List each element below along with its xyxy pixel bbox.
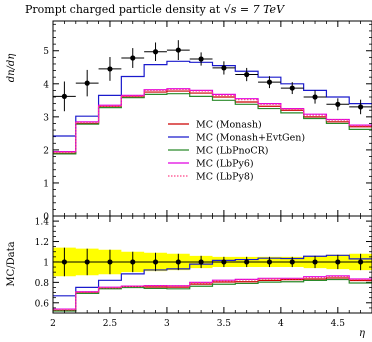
x-tick-label: 3 xyxy=(164,319,170,329)
data-point xyxy=(266,79,273,85)
data-point xyxy=(289,85,295,91)
data-point xyxy=(84,80,90,86)
ratio-y-tick-label: 0.8 xyxy=(35,279,50,289)
data-point xyxy=(61,93,67,99)
main-y-tick-label: 4 xyxy=(43,80,49,90)
mc-histogram-line xyxy=(53,88,372,153)
ratio-y-tick-label: 1.4 xyxy=(35,218,50,228)
data-point xyxy=(335,101,341,107)
data-point xyxy=(107,66,113,72)
ratio-y-tick-label: 1.2 xyxy=(35,238,49,248)
main-y-tick-label: 3 xyxy=(43,113,49,123)
data-point xyxy=(244,71,250,78)
legend-entry-label: MC (LbPy6) xyxy=(196,159,254,170)
ratio-data-point xyxy=(175,259,181,265)
ratio-data-point xyxy=(84,259,90,265)
ratio-data-point xyxy=(335,259,341,265)
ratio-data-point xyxy=(130,259,136,265)
ratio-data-point xyxy=(244,259,250,265)
main-data-points xyxy=(53,40,372,115)
x-axis-label: η xyxy=(359,328,365,339)
legend-entry-label: MC (LbPnoCR) xyxy=(196,146,268,157)
x-tick-label: 4.5 xyxy=(331,319,346,329)
data-point xyxy=(198,56,204,62)
ratio-panel: 0.6 0.8 1 1.2 1.4 MC/Data xyxy=(6,215,372,314)
ratio-data-point xyxy=(266,259,273,265)
data-point xyxy=(358,104,364,110)
mc-histogram-line xyxy=(53,93,372,155)
mc-ratio-line xyxy=(53,278,372,312)
ratio-data-point xyxy=(289,259,295,265)
x-tick-label: 3.5 xyxy=(217,319,232,329)
main-y-tick-label: 1 xyxy=(43,179,49,189)
x-tick-label: 2.5 xyxy=(103,319,118,329)
legend-entry-label: MC (Monash+EvtGen) xyxy=(196,133,305,144)
x-axis-ticks: 2 2.5 3 3.5 4 4.5 xyxy=(50,21,372,329)
ratio-data-point xyxy=(221,259,227,265)
main-y-tick-label: 0 xyxy=(43,213,49,223)
data-point xyxy=(152,49,159,55)
main-y-tick-label: 2 xyxy=(43,146,49,156)
x-tick-label: 4 xyxy=(278,319,284,329)
data-point xyxy=(175,47,181,53)
main-panel: 0 1 2 3 4 5 dn/dη MC (Monash) MC (Monash+EvtGe… xyxy=(6,20,372,223)
main-y-axis-label: dn/dη xyxy=(6,54,17,83)
ratio-data-point xyxy=(152,259,159,265)
data-point xyxy=(130,55,136,61)
chart-title: Prompt charged particle density at √s = … xyxy=(25,3,285,16)
ratio-y-axis-label: MC/Data xyxy=(6,241,17,286)
legend-entry-label: MC (Monash) xyxy=(196,120,262,131)
ratio-data-point xyxy=(61,259,67,265)
ratio-y-tick-label: 1 xyxy=(43,258,49,268)
ratio-data-point xyxy=(312,259,318,265)
ratio-y-tick-label: 0.6 xyxy=(35,299,50,309)
data-point xyxy=(221,65,227,71)
data-point xyxy=(312,94,318,100)
ratio-data-point xyxy=(107,259,113,265)
x-tick-label: 2 xyxy=(50,319,56,329)
legend: MC (Monash) MC (Monash+EvtGen) MC (LbPnoCR… xyxy=(168,120,305,183)
ratio-data-points xyxy=(53,247,372,277)
ratio-data-point xyxy=(358,259,364,265)
ratio-data-point xyxy=(198,259,204,265)
mc-ratio-line xyxy=(53,275,372,311)
main-y-tick-label: 5 xyxy=(43,47,49,57)
legend-entry-label: MC (LbPy8) xyxy=(196,172,254,183)
